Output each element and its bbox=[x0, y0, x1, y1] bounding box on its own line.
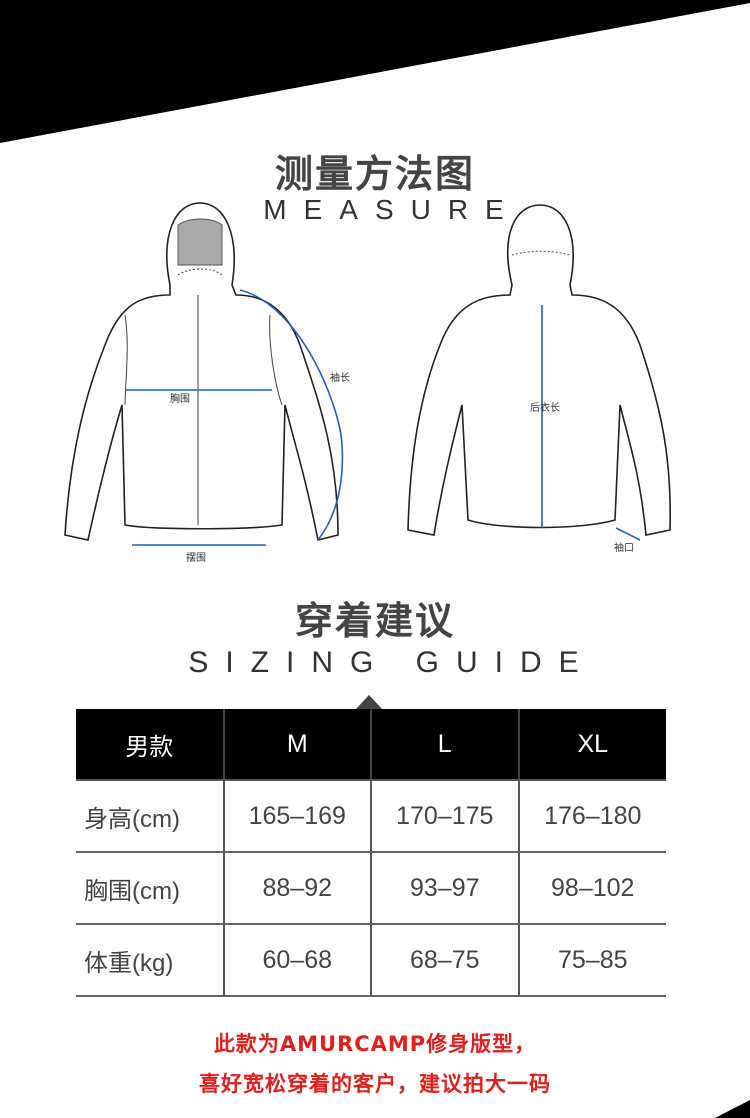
bottom-corner-band bbox=[715, 1100, 750, 1118]
table-cell: 165–169 bbox=[222, 780, 371, 853]
cuff-label: 袖口 bbox=[614, 541, 634, 554]
back-length-label: 后衣长 bbox=[530, 401, 560, 414]
back-jacket-drawing bbox=[407, 204, 672, 536]
table-cell: 176–180 bbox=[517, 780, 666, 853]
table-cell: 75–85 bbox=[517, 924, 666, 997]
pointer-triangle bbox=[356, 695, 382, 709]
row-label: 体重(kg) bbox=[76, 924, 224, 997]
header-cell: 男款 bbox=[76, 709, 224, 781]
table-cell: 98–102 bbox=[517, 852, 666, 925]
header-cell: M bbox=[222, 709, 371, 781]
table-cell: 60–68 bbox=[222, 924, 371, 997]
top-black-band bbox=[0, 0, 750, 143]
table-cell: 170–175 bbox=[370, 780, 519, 853]
header-cell: XL bbox=[517, 709, 666, 781]
table-cell: 88–92 bbox=[222, 852, 371, 925]
sleeve-length-label: 袖长 bbox=[330, 371, 350, 384]
table-row: 胸围(cm) 88–92 93–97 98–102 bbox=[76, 852, 666, 925]
row-label: 身高(cm) bbox=[76, 780, 224, 853]
table-row: 体重(kg) 60–68 68–75 75–85 bbox=[76, 924, 666, 997]
front-jacket-drawing bbox=[64, 202, 339, 541]
hem-label: 摆围 bbox=[186, 551, 206, 564]
measurement-arrows bbox=[125, 289, 641, 546]
fit-note-line2: 喜好宽松穿着的客户，建议拍大一码 bbox=[199, 1072, 551, 1096]
chest-label: 胸围 bbox=[170, 392, 190, 405]
table-row: 身高(cm) 165–169 170–175 176–180 bbox=[76, 780, 666, 853]
jacket-diagrams: 胸围 摆围 袖长 后衣长 袖口 bbox=[64, 202, 672, 564]
sizing-subtitle: SIZING GUIDE bbox=[188, 646, 596, 679]
row-label: 胸围(cm) bbox=[76, 852, 224, 925]
header-cell: L bbox=[370, 709, 519, 781]
table-header-row: 男款 M L XL bbox=[76, 709, 666, 781]
table-cell: 93–97 bbox=[370, 852, 519, 925]
fit-note-line1: 此款为AMURCAMP修身版型， bbox=[213, 1032, 537, 1056]
measure-subtitle: MEASURE bbox=[263, 194, 521, 225]
sizing-title: 穿着建议 bbox=[294, 599, 455, 643]
measure-title: 测量方法图 bbox=[274, 152, 475, 196]
table-cell: 68–75 bbox=[370, 924, 519, 997]
size-table: 男款 M L XL 身高(cm) 165–169 170–175 176–180… bbox=[76, 709, 666, 997]
